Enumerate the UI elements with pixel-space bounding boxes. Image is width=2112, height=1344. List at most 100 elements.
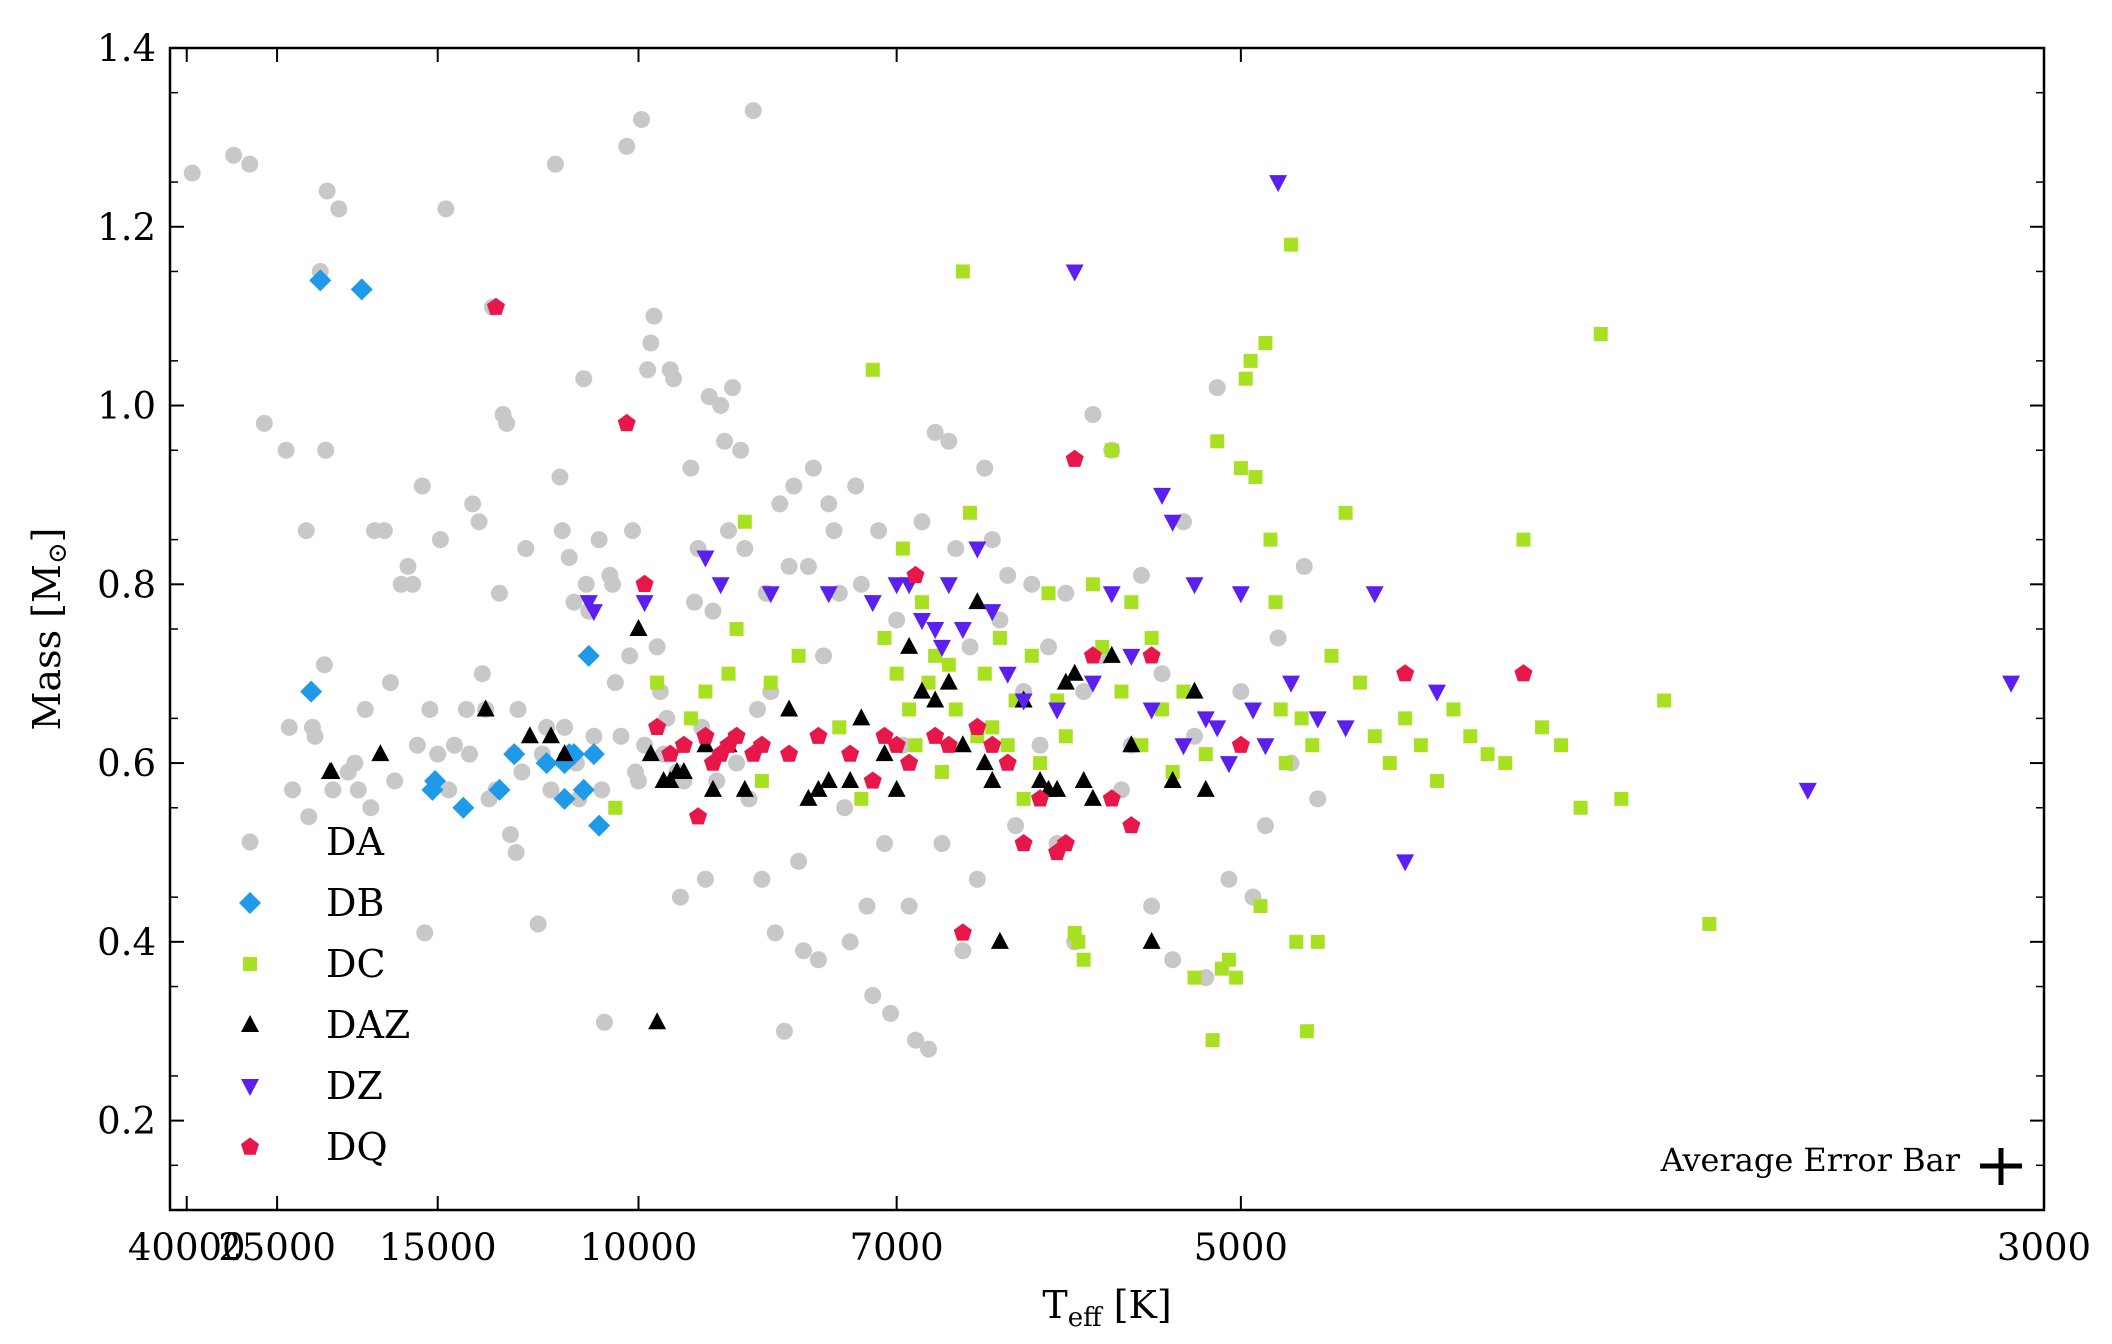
data-point-da [413, 477, 431, 495]
data-point-daz [887, 779, 906, 797]
y-tick-label: 0.8 [97, 563, 156, 606]
data-point-dc [1593, 327, 1608, 342]
data-point-da [749, 700, 767, 718]
data-point-dz [1208, 720, 1227, 738]
data-point-da [509, 700, 527, 718]
data-point-dc [902, 702, 917, 717]
data-point-da [852, 575, 870, 593]
data-point-daz [648, 1012, 667, 1030]
data-point-da [700, 388, 718, 406]
data-point-da [1269, 629, 1287, 647]
data-point-da [437, 200, 455, 218]
data-point-daz [735, 779, 754, 797]
y-tick-label: 0.2 [97, 1100, 156, 1143]
data-point-daz [926, 690, 945, 708]
data-point-dq [486, 297, 505, 315]
y-tick-label: 0.4 [97, 921, 156, 964]
data-point-daz [852, 708, 871, 726]
data-point-dc [1338, 505, 1353, 520]
data-point-da [968, 870, 986, 888]
data-point-da [841, 933, 859, 951]
data-point-da [799, 557, 817, 575]
data-point-da [926, 423, 944, 441]
data-point-dq [841, 744, 860, 762]
data-point-dc [1324, 648, 1339, 663]
legend-item-dc: DC [243, 942, 386, 986]
data-point-daz [939, 672, 958, 690]
data-point-dq [1514, 664, 1533, 682]
data-point-daz [953, 735, 972, 753]
data-point-dc [1041, 586, 1056, 601]
legend-label: DQ [326, 1125, 388, 1169]
data-point-da [864, 986, 882, 1004]
data-point-daz [555, 744, 574, 762]
data-point-da [460, 745, 478, 763]
data-point-dc [1124, 595, 1139, 610]
data-point-dc [1016, 791, 1031, 806]
data-point-dz [579, 595, 598, 613]
data-point-daz [541, 726, 560, 744]
data-point-da [457, 700, 475, 718]
data-point-da [766, 924, 784, 942]
data-point-da [976, 459, 994, 477]
data-point-da [1040, 638, 1058, 656]
data-point-da [300, 808, 318, 826]
data-point-dc [1243, 353, 1258, 368]
data-point-dz [1231, 586, 1250, 604]
data-point-dz [998, 666, 1017, 684]
data-point-db [582, 743, 605, 766]
data-point-da [565, 593, 583, 611]
x-axis-title-subscript: eff [1068, 1303, 1104, 1333]
data-point-da [556, 718, 574, 736]
data-point-daz [819, 770, 838, 788]
data-point-dc [908, 738, 923, 753]
data-point-da [736, 540, 754, 558]
data-point-daz [674, 762, 693, 780]
data-point-dc [1353, 675, 1368, 690]
data-point-da [431, 531, 449, 549]
data-point-da [560, 548, 578, 566]
legend-marker-dc [243, 957, 257, 971]
data-point-daz [875, 744, 894, 762]
data-point-da [1057, 584, 1075, 602]
data-point-dc [1114, 684, 1129, 699]
data-point-dc [721, 666, 736, 681]
data-point-da [440, 781, 458, 799]
data-point-da [517, 540, 535, 558]
data-point-da [624, 522, 642, 540]
data-point-dz [1396, 854, 1415, 872]
data-point-da [595, 1013, 613, 1031]
data-point-da [183, 164, 201, 182]
data-point-da [445, 736, 463, 754]
data-point-daz [1102, 645, 1121, 663]
data-point-da [464, 495, 482, 513]
data-point-da [1007, 817, 1025, 835]
data-point-da [696, 870, 714, 888]
data-point-dc [955, 264, 970, 279]
data-point-da [933, 835, 951, 853]
x-tick-label: 40000 [128, 1226, 246, 1269]
data-point-dc [1535, 720, 1550, 735]
data-point-dq [780, 744, 799, 762]
data-point-dc [1058, 729, 1073, 744]
data-point-da [720, 522, 738, 540]
data-point-dc [1310, 934, 1325, 949]
data-point-dq [1142, 646, 1161, 664]
data-point-dq [900, 753, 919, 771]
series-dz [579, 175, 2021, 872]
data-point-dc [934, 765, 949, 780]
data-point-daz [1031, 770, 1050, 788]
data-point-dz [1122, 648, 1141, 666]
y-tick-label: 1.0 [97, 385, 156, 428]
data-point-dc [1104, 443, 1119, 458]
data-point-da [920, 1040, 938, 1058]
legend-label: DAZ [326, 1003, 410, 1047]
data-point-dc [928, 648, 943, 663]
data-point-dq [1014, 834, 1033, 852]
data-point-daz [476, 699, 495, 717]
data-point-daz [322, 762, 341, 780]
data-point-da [381, 674, 399, 692]
data-point-dc [791, 648, 806, 663]
y-axis-title-close: ] [25, 527, 69, 542]
data-point-db [300, 680, 323, 703]
